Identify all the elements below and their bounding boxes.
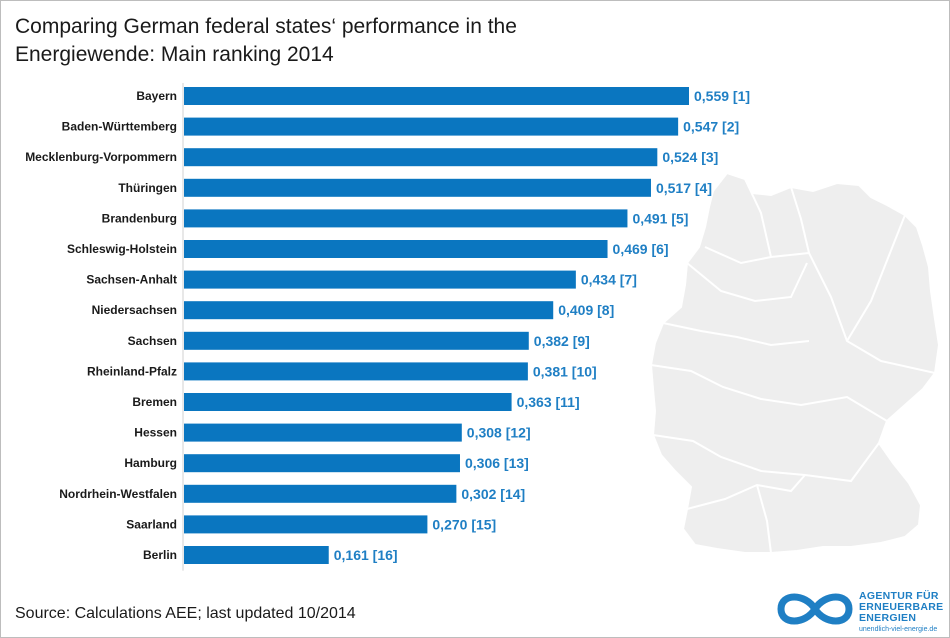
logo-line-1: AGENTUR FÜR — [859, 590, 939, 602]
logo-url: unendlich-viel-energie.de — [859, 626, 938, 633]
bar — [184, 270, 576, 289]
category-label: Rheinland-Pfalz — [87, 364, 177, 378]
category-label: Berlin — [143, 548, 177, 562]
category-label: Brandenburg — [102, 211, 177, 225]
value-label: 0,434 [7] — [581, 272, 637, 288]
value-label: 0,302 [14] — [461, 486, 525, 502]
value-label: 0,547 [2] — [683, 119, 739, 135]
value-label: 0,306 [13] — [465, 455, 529, 471]
bar — [184, 301, 554, 320]
category-label: Baden-Württemberg — [62, 120, 177, 134]
value-label: 0,382 [9] — [534, 333, 590, 349]
value-label: 0,524 [3] — [662, 149, 718, 165]
category-label: Mecklenburg-Vorpommern — [25, 150, 177, 164]
value-label: 0,308 [12] — [467, 425, 531, 441]
chart-title-line-2: Energiewende: Main ranking 2014 — [15, 43, 334, 66]
bar — [184, 87, 689, 105]
value-label: 0,161 [16] — [334, 547, 398, 563]
germany-map-silhouette — [649, 171, 941, 554]
bar — [184, 209, 628, 228]
logo-line-3: ENERGIEN — [859, 612, 917, 624]
bar — [184, 546, 329, 564]
value-label: 0,363 [11] — [517, 394, 580, 410]
bar — [184, 515, 428, 534]
category-label: Hamburg — [124, 456, 177, 470]
value-label: 0,559 [1] — [694, 88, 750, 104]
chart-title: Comparing German federal states‘ perform… — [15, 13, 655, 69]
bar — [184, 393, 512, 411]
chart-title-line-1: Comparing German federal states‘ perform… — [15, 15, 517, 38]
category-label: Sachsen-Anhalt — [86, 273, 177, 287]
value-label: 0,517 [4] — [656, 180, 712, 196]
category-label: Nordrhein-Westfalen — [59, 487, 177, 501]
category-label: Hessen — [134, 426, 177, 440]
bar — [184, 117, 679, 136]
bars-group: Bayern 0,559 [1] Baden-Württemberg 0,547 [2… — [25, 83, 750, 571]
map-outline — [649, 171, 941, 554]
aee-logo: AGENTUR FÜR ERNEUERBARE ENERGIEN unendli… — [773, 587, 943, 633]
logo-line-2: ERNEUERBARE — [859, 601, 944, 613]
category-label: Niedersachsen — [92, 303, 177, 317]
bar — [184, 362, 528, 381]
category-label: Thüringen — [118, 181, 177, 195]
logo-text: AGENTUR FÜR ERNEUERBARE ENERGIEN unendli… — [859, 591, 943, 635]
bar — [184, 423, 462, 442]
value-label: 0,469 [6] — [613, 241, 669, 257]
category-label: Bremen — [132, 395, 177, 409]
bar — [184, 240, 608, 258]
value-label: 0,381 [10] — [533, 363, 597, 379]
bar — [184, 178, 651, 197]
category-label: Sachsen — [128, 334, 177, 348]
category-label: Schleswig-Holstein — [67, 242, 177, 256]
bar — [184, 454, 460, 473]
bar — [184, 148, 658, 167]
bar — [184, 484, 457, 503]
infinity-logo-icon — [777, 593, 853, 625]
category-label: Bayern — [136, 89, 177, 103]
source-note: Source: Calculations AEE; last updated 1… — [15, 605, 356, 622]
map-state-borders — [650, 178, 936, 554]
value-label: 0,409 [8] — [558, 302, 614, 318]
bar — [184, 331, 529, 350]
category-label: Saarland — [126, 517, 177, 531]
value-label: 0,270 [15] — [432, 516, 496, 532]
value-label: 0,491 [5] — [632, 210, 688, 226]
